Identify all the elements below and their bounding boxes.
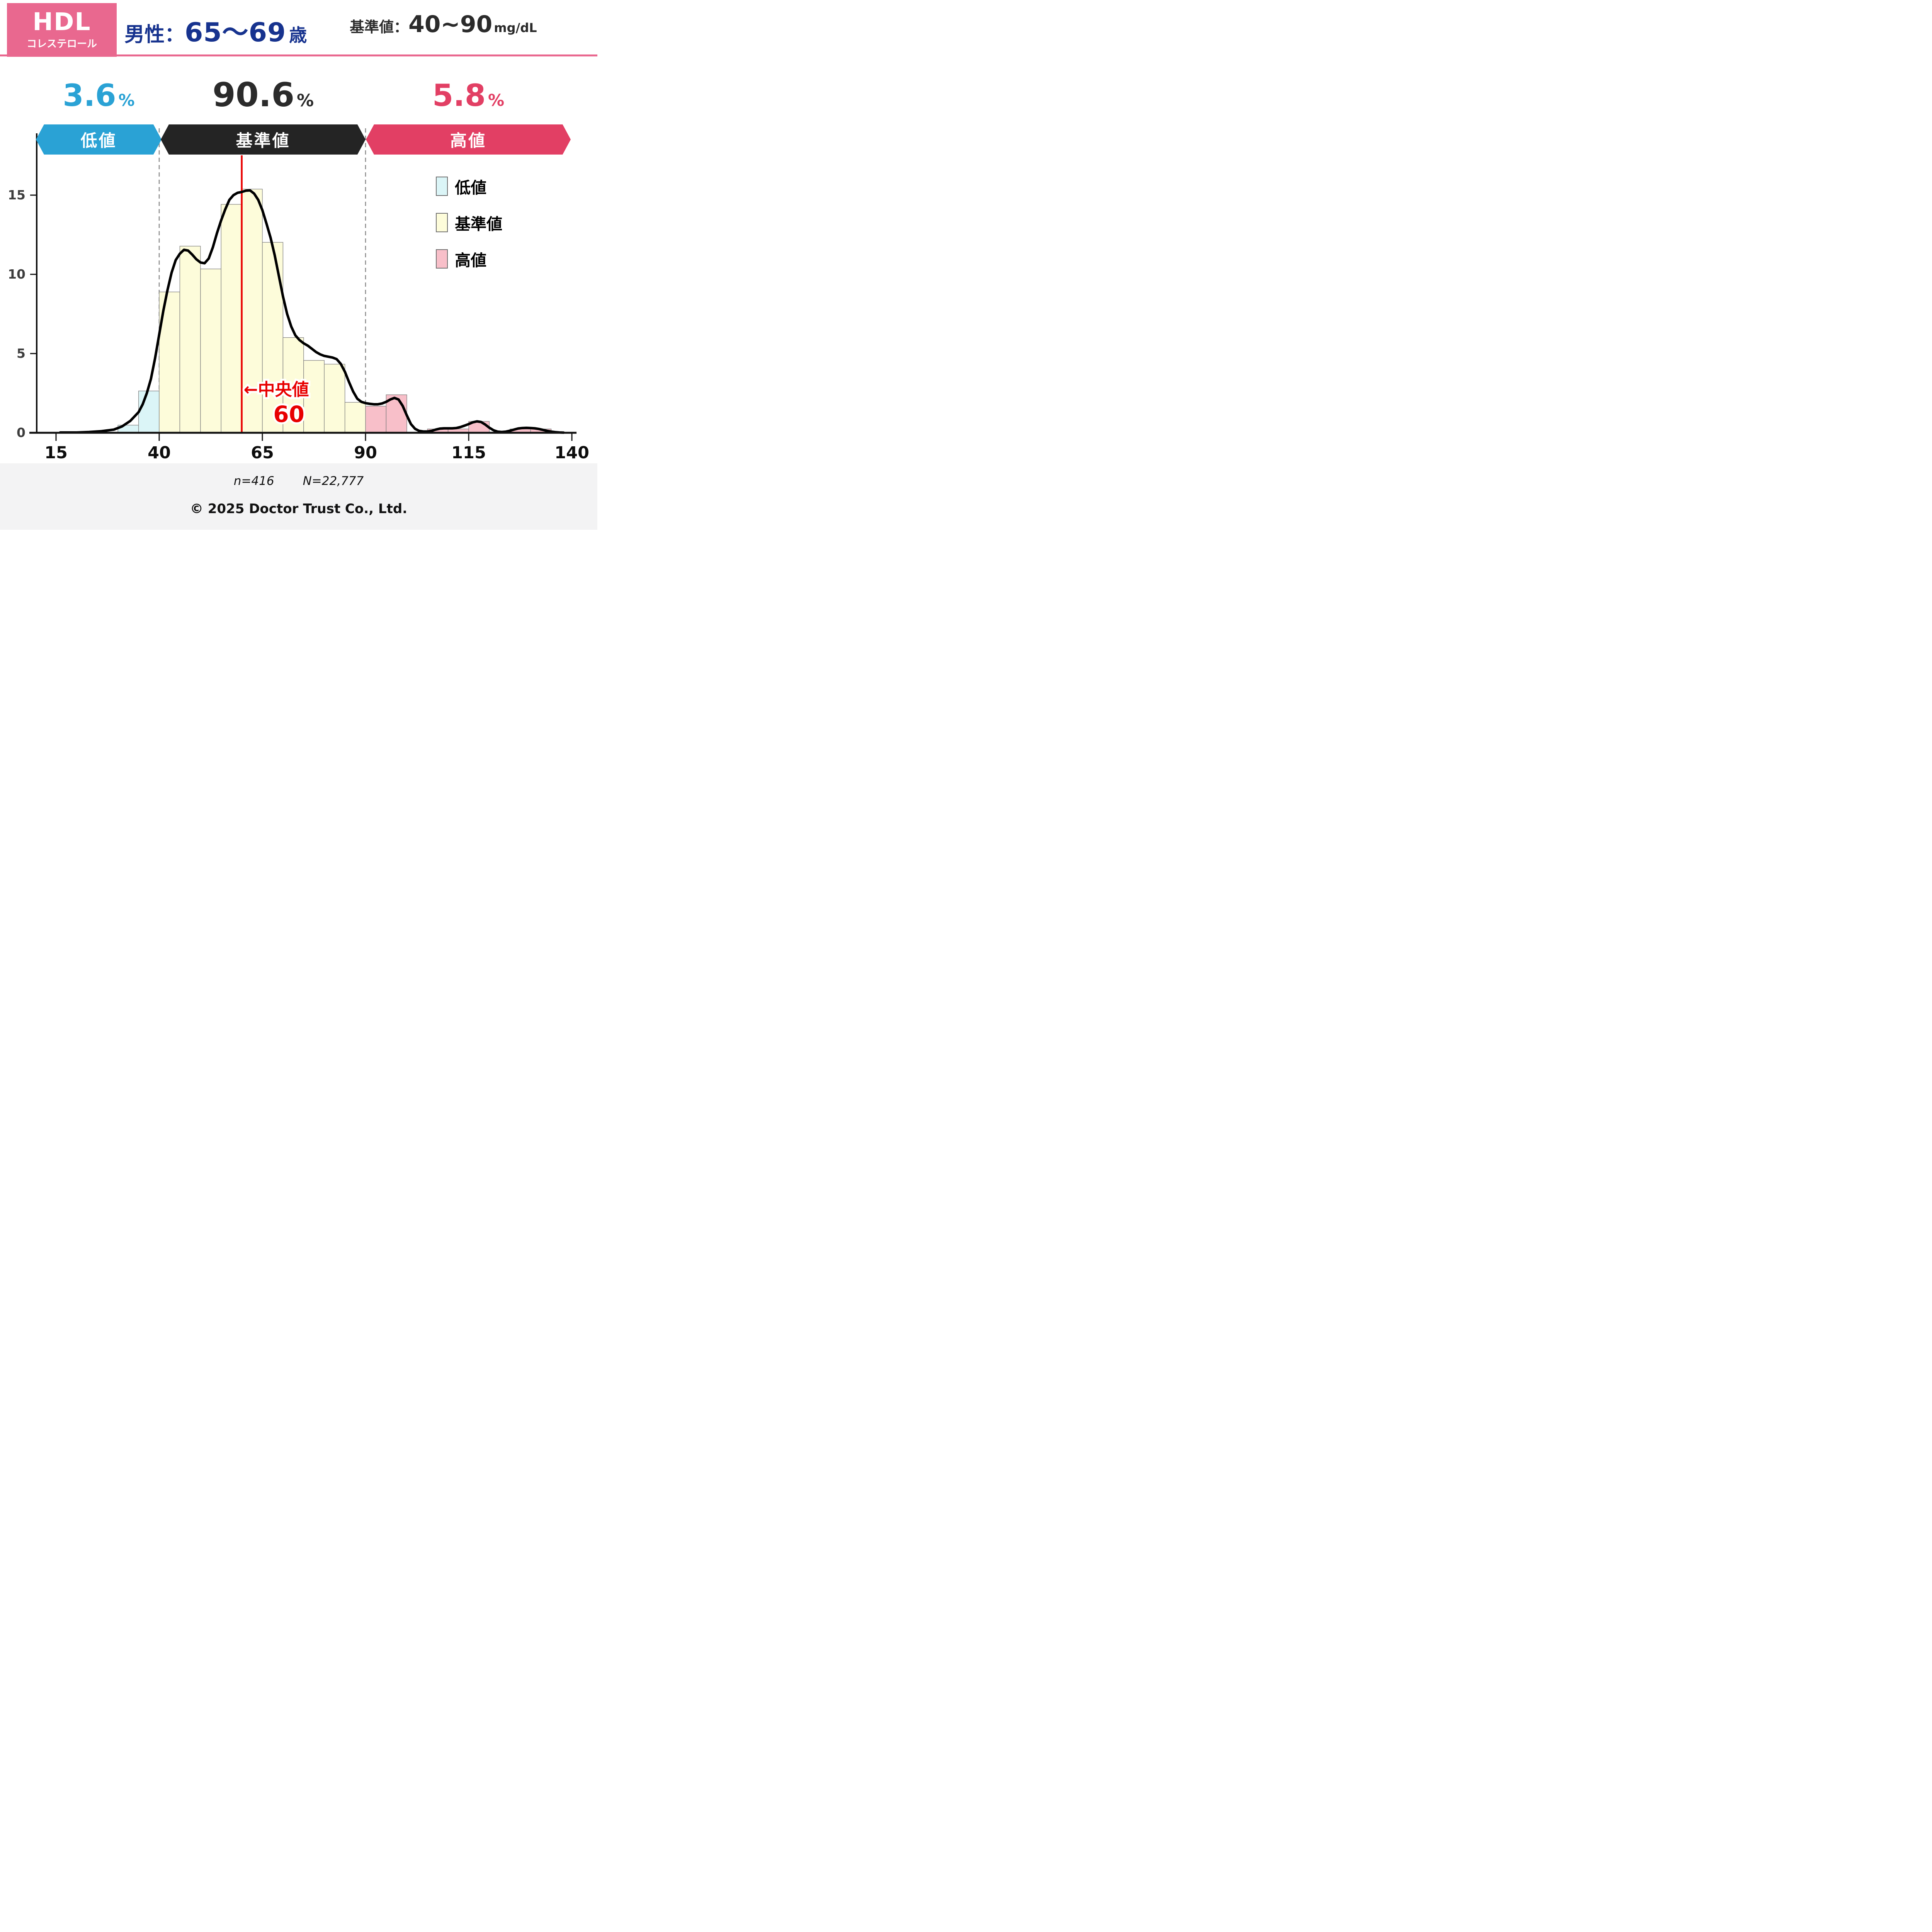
reference-value: 40~90	[408, 11, 493, 38]
band-label-low: 低値	[36, 124, 162, 155]
band-label-high-text: 高値	[450, 131, 486, 151]
reference-unit: mg/dL	[494, 20, 537, 35]
svg-text:5: 5	[17, 346, 26, 361]
svg-text:15: 15	[44, 443, 68, 463]
legend-label-normal: 基準値	[455, 215, 502, 233]
high-percentage-unit: %	[488, 91, 505, 110]
low-percentage-unit: %	[118, 91, 135, 110]
svg-text:65: 65	[251, 443, 274, 463]
legend-label-high: 高値	[455, 251, 486, 270]
sample-size: n=416	[233, 474, 274, 488]
hdl-cholesterol-distribution-page: HDL コレステロール 男性： 65～69 歳 基準値： 40~90 mg/dL…	[0, 0, 597, 530]
population-size: N=22,777	[303, 474, 364, 488]
normal-percentage: 90.6 %	[161, 76, 366, 123]
svg-text:0: 0	[17, 425, 26, 440]
legend-label-low: 低値	[455, 179, 486, 197]
band-label-low-text: 低値	[80, 131, 117, 151]
reference-label: 基準値：	[350, 19, 409, 36]
legend-item-high: 高値	[436, 247, 502, 270]
low-percentage-value: 3.6	[63, 78, 116, 113]
band-label-normal-text: 基準値	[236, 131, 291, 151]
header-divider	[0, 54, 597, 56]
normal-percentage-value: 90.6	[212, 76, 295, 114]
footer: n=416 N=22,777 © 2025 Doctor Trust Co., L…	[0, 463, 597, 530]
low-percentage: 3.6 %	[36, 78, 162, 123]
chart-legend: 低値 基準値 高値	[436, 175, 502, 284]
page-title: 男性： 65～69 歳	[124, 11, 307, 54]
legend-item-normal: 基準値	[436, 211, 502, 234]
age-unit: 歳	[289, 25, 307, 46]
band-label-normal: 基準値	[161, 124, 366, 155]
age-range: 65～69	[185, 17, 286, 48]
median-value: 60	[273, 401, 304, 427]
metric-badge-title: HDL	[32, 8, 91, 36]
metric-badge-subtitle: コレステロール	[26, 38, 97, 50]
svg-text:40: 40	[148, 443, 171, 463]
svg-text:115: 115	[451, 443, 486, 463]
group-label: 男性：	[124, 23, 185, 46]
high-percentage: 5.8 %	[366, 78, 571, 123]
legend-swatch-high	[436, 249, 448, 269]
legend-swatch-normal	[436, 213, 448, 232]
svg-text:15: 15	[8, 187, 26, 202]
sample-size-line: n=416 N=22,777	[0, 474, 597, 488]
median-arrow-label: ←中央値	[244, 380, 309, 400]
band-label-high: 高値	[366, 124, 571, 155]
svg-text:140: 140	[554, 443, 589, 463]
svg-text:90: 90	[354, 443, 377, 463]
legend-swatch-low	[436, 177, 448, 196]
metric-badge: HDL コレステロール	[7, 3, 117, 57]
reference-range: 基準値： 40~90 mg/dL	[350, 11, 537, 54]
copyright: © 2025 Doctor Trust Co., Ltd.	[190, 501, 408, 517]
legend-item-low: 低値	[436, 175, 502, 198]
normal-percentage-unit: %	[297, 91, 314, 111]
high-percentage-value: 5.8	[432, 78, 486, 113]
svg-text:10: 10	[8, 267, 26, 282]
